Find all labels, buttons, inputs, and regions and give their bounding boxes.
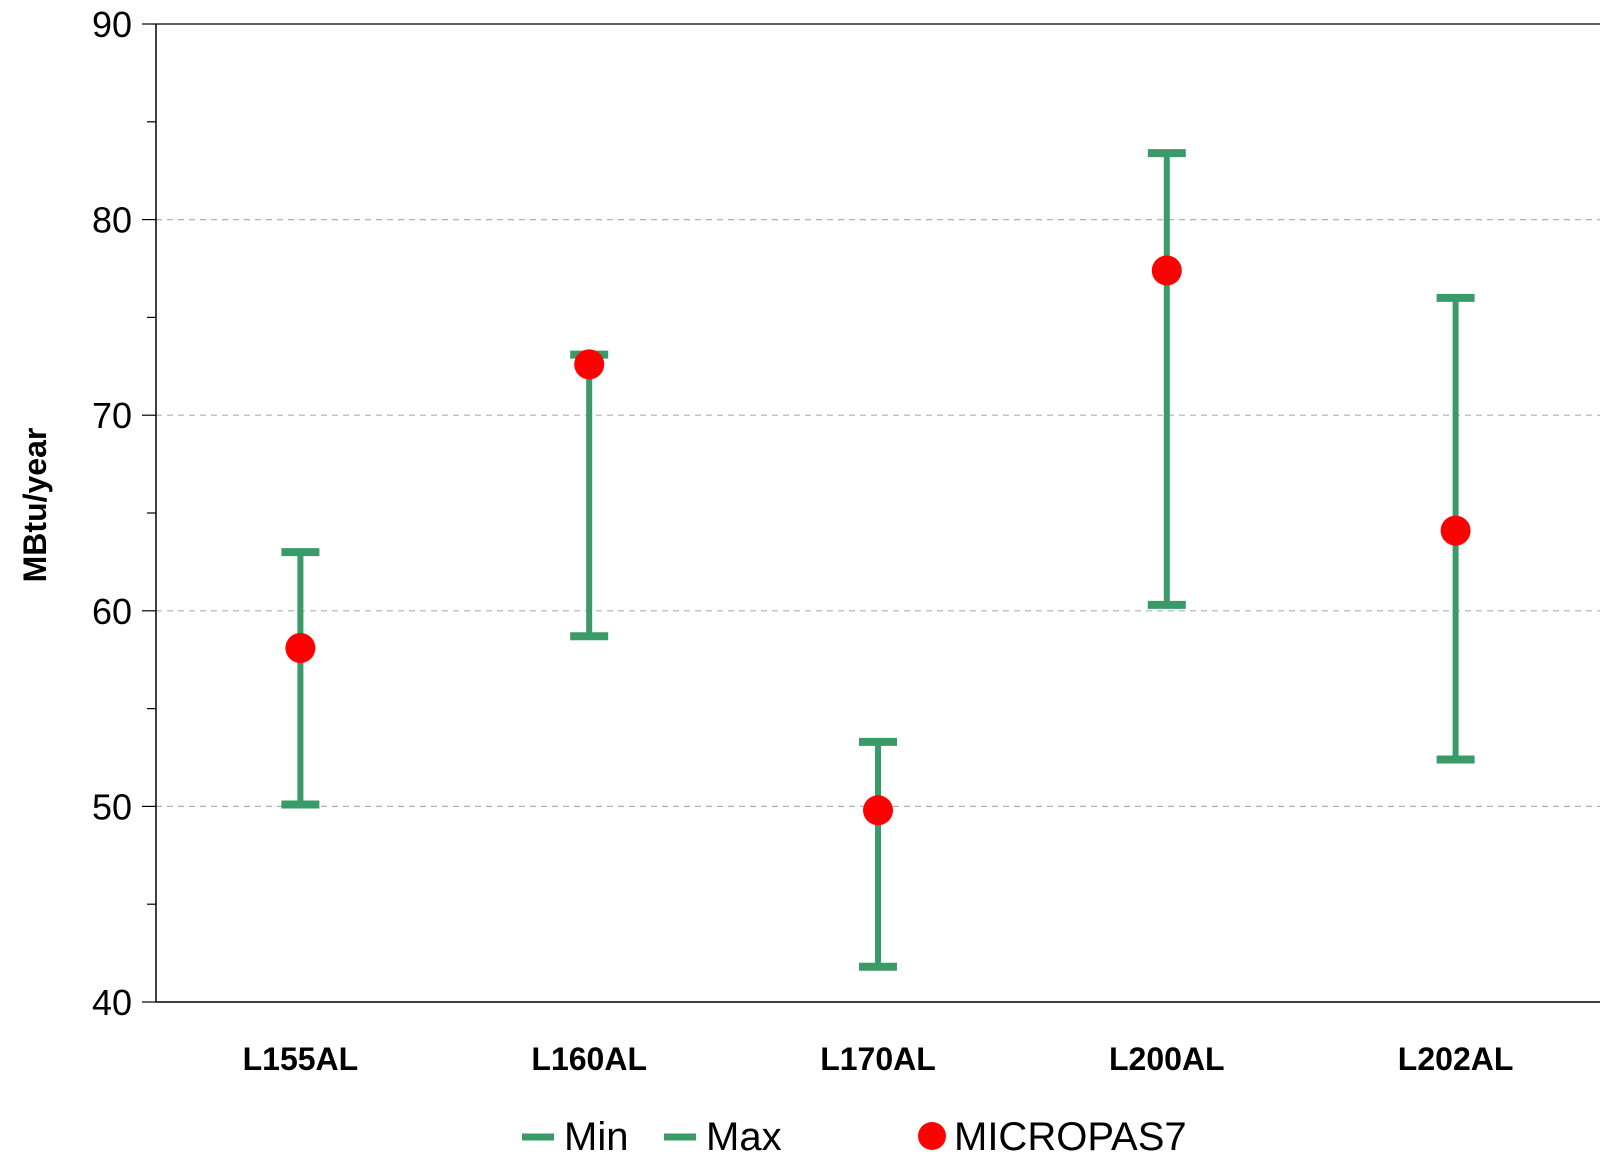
y-tick-label: 60 xyxy=(92,591,132,632)
x-category-label: L202AL xyxy=(1398,1041,1514,1077)
legend-label: Max xyxy=(706,1115,782,1159)
micropas7-point xyxy=(863,795,893,826)
legend-label: MICROPAS7 xyxy=(954,1115,1187,1159)
x-category-label: L200AL xyxy=(1109,1041,1225,1077)
y-ticks: 40 50 60 70 80 90 xyxy=(92,4,156,1023)
micropas7-point xyxy=(285,632,316,663)
legend-swatch-dot xyxy=(918,1122,946,1150)
micropas7-point xyxy=(1440,515,1471,546)
y-tick-label: 80 xyxy=(92,200,132,241)
micropas7-point xyxy=(1151,255,1182,286)
y-tick-label: 40 xyxy=(92,982,132,1023)
x-category-label: L170AL xyxy=(820,1041,936,1077)
grid-lines xyxy=(156,219,1600,808)
y-tick-label: 90 xyxy=(92,4,132,45)
micropas7-points xyxy=(285,255,1471,826)
y-tick-label: 50 xyxy=(92,786,132,827)
x-category-labels: L155AL L160AL L170AL L200AL L202AL xyxy=(243,1041,1514,1077)
x-category-label: L160AL xyxy=(531,1041,647,1077)
legend-label: Min xyxy=(564,1115,628,1159)
x-category-label: L155AL xyxy=(243,1041,359,1077)
min-max-ranges xyxy=(281,149,1475,971)
y-axis-title: MBtu/year xyxy=(17,428,53,583)
micropas7-point xyxy=(574,349,605,380)
legend: Min Max MICROPAS7 xyxy=(522,1115,1187,1159)
y-tick-label: 70 xyxy=(92,395,132,436)
